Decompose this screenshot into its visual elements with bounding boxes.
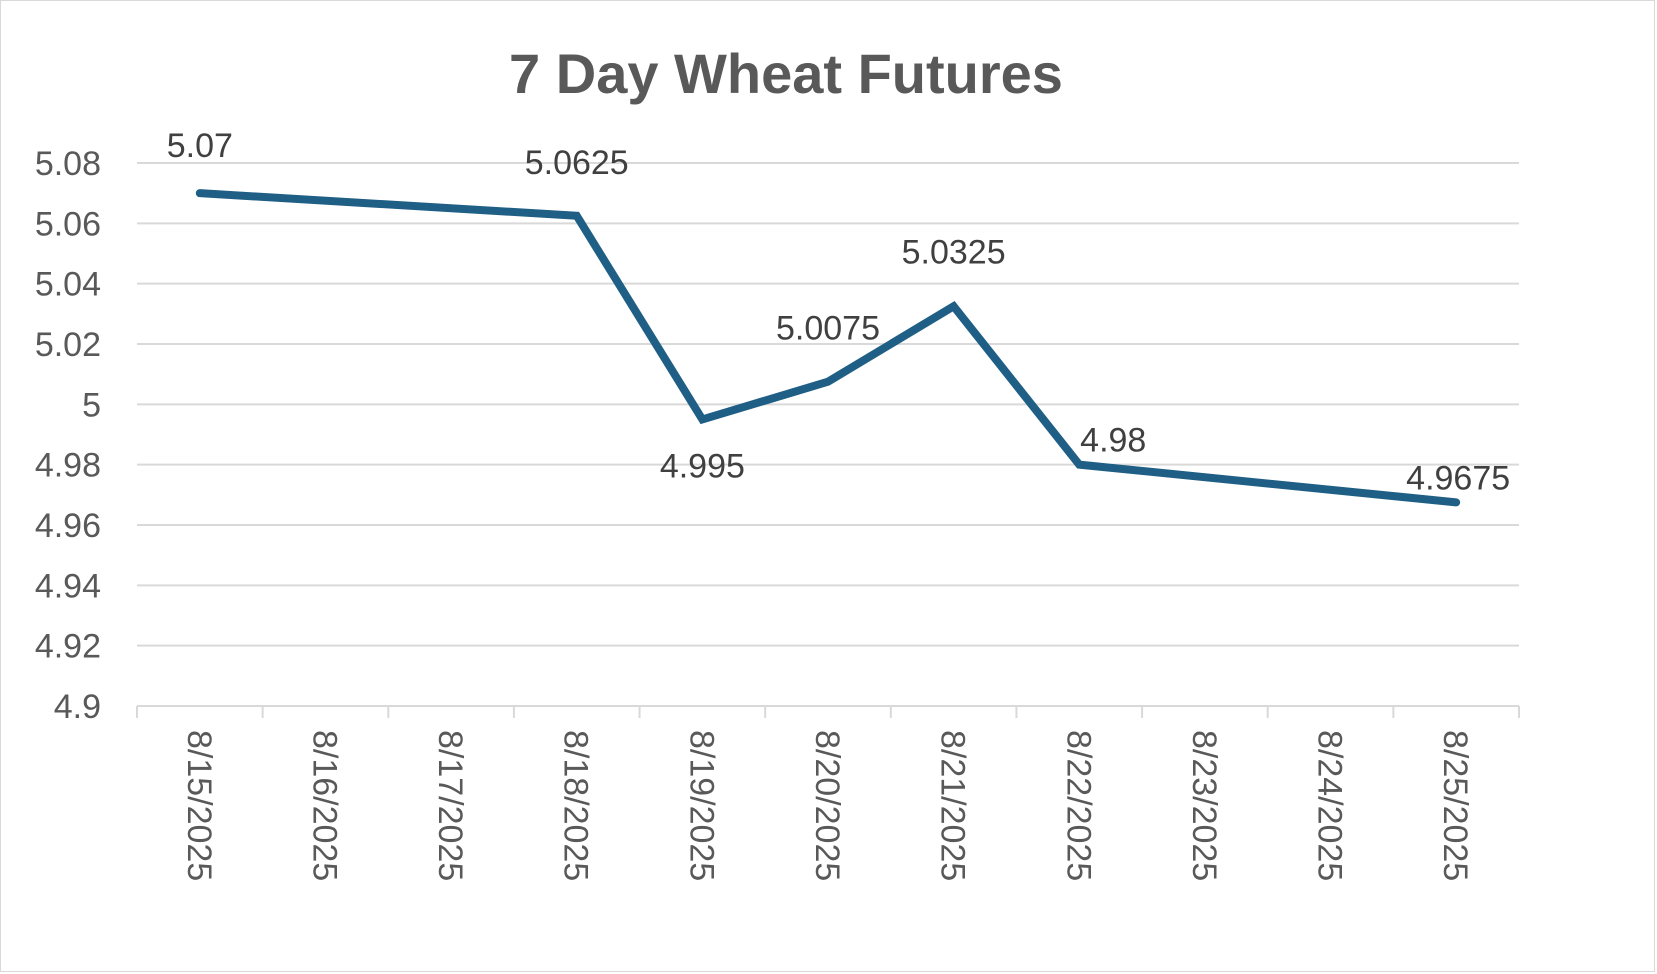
data-labels: 5.07 5.0625 4.995 5.0075 5.0325 4.98 4.9675 [167, 127, 1510, 497]
series-line [195, 189, 1461, 507]
y-tick-label: 5.04 [35, 266, 101, 304]
y-tick-label: 5.06 [35, 205, 101, 243]
gridlines [137, 162, 1519, 647]
x-tick-label: 8/20/2025 [808, 730, 846, 881]
x-axis-tick-labels: 8/15/2025 8/16/2025 8/17/2025 8/18/2025 8/19… [180, 730, 1474, 881]
data-label: 5.07 [167, 127, 233, 165]
x-tick-label: 8/24/2025 [1311, 730, 1349, 881]
x-tick-label: 8/23/2025 [1185, 730, 1223, 881]
data-label: 4.98 [1080, 422, 1146, 460]
chart-title: 7 Day Wheat Futures [509, 42, 1063, 105]
y-tick-label: 4.94 [35, 567, 101, 605]
data-label: 4.9675 [1406, 459, 1510, 497]
data-label: 5.0625 [525, 144, 629, 182]
x-tick-label: 8/22/2025 [1059, 730, 1097, 881]
x-tick-label: 8/17/2025 [431, 730, 469, 881]
y-axis-tick-labels: 4.9 4.92 4.94 4.96 4.98 5 5.02 5.04 5.06 5.08 [35, 145, 101, 726]
x-tick-label: 8/25/2025 [1436, 730, 1474, 881]
series-layer [195, 189, 1461, 507]
y-tick-label: 5.02 [35, 326, 101, 364]
x-axis [136, 705, 1520, 718]
y-tick-label: 4.98 [35, 447, 101, 485]
data-label: 5.0075 [776, 310, 880, 348]
y-tick-label: 5 [82, 386, 101, 424]
x-tick-label: 8/15/2025 [180, 730, 218, 881]
x-tick-label: 8/16/2025 [305, 730, 343, 881]
data-label: 5.0325 [902, 233, 1006, 271]
y-tick-label: 4.92 [35, 628, 101, 666]
x-tick-label: 8/19/2025 [682, 730, 720, 881]
y-tick-label: 5.08 [35, 145, 101, 183]
y-tick-label: 4.96 [35, 507, 101, 545]
data-label: 4.995 [660, 447, 745, 485]
x-tick-label: 8/18/2025 [557, 730, 595, 881]
x-tick-label: 8/21/2025 [934, 730, 972, 881]
y-tick-label: 4.9 [54, 688, 101, 726]
